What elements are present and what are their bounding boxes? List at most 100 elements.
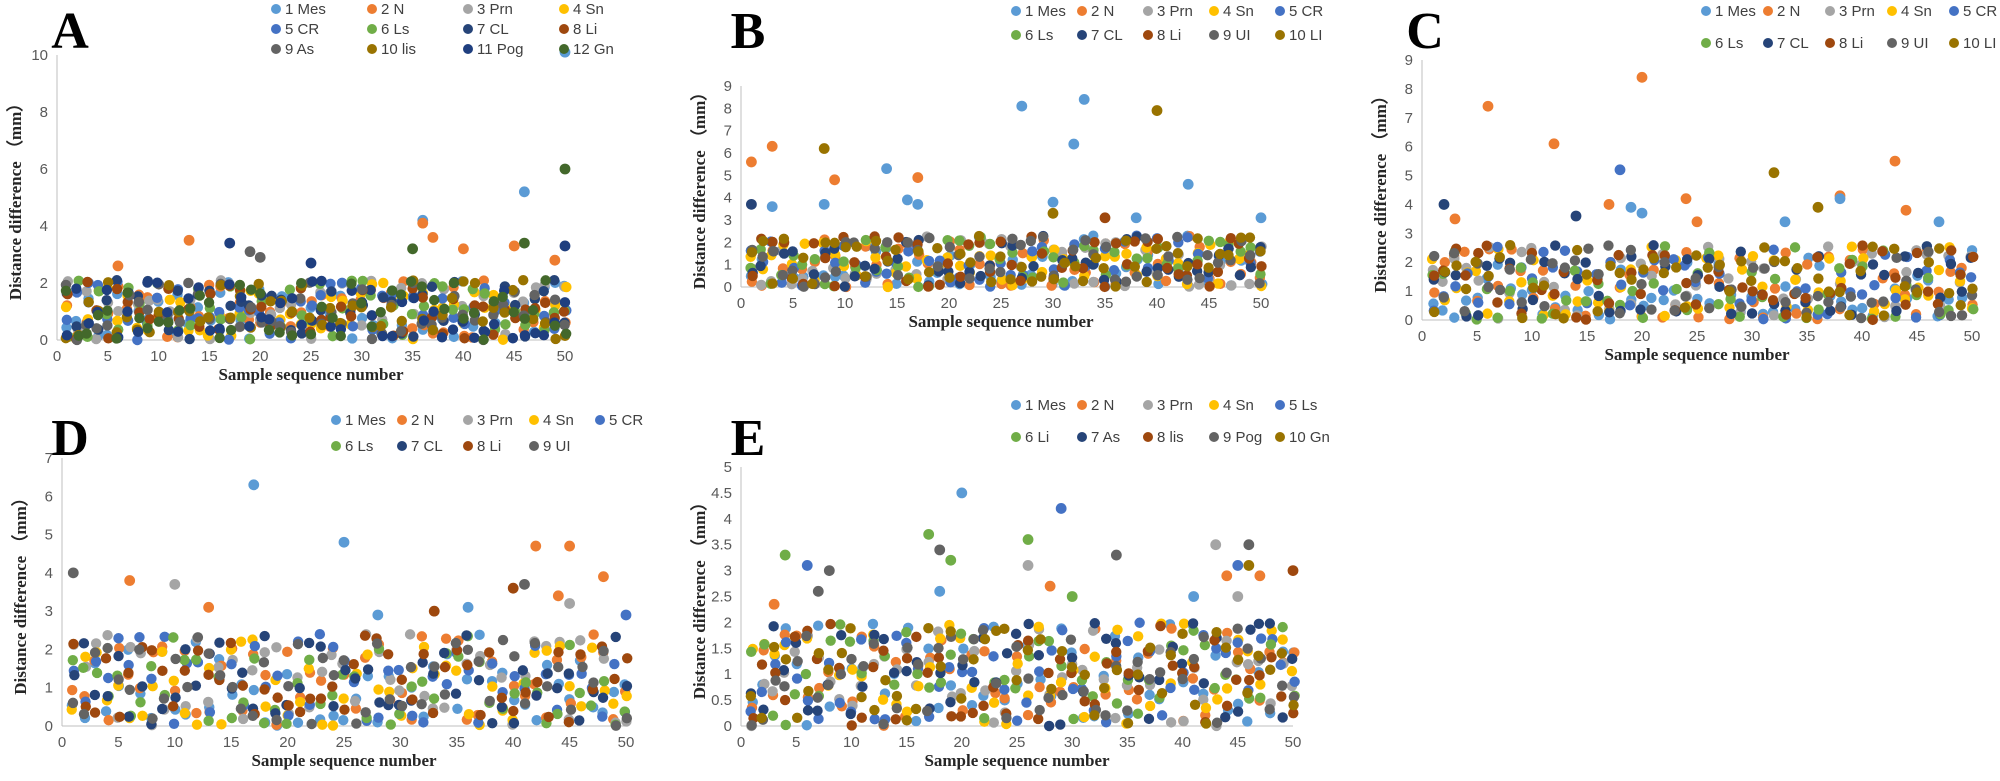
data-point: [245, 284, 257, 295]
data-point: [1010, 683, 1021, 694]
data-point: [1614, 267, 1625, 279]
data-point: [1059, 257, 1070, 269]
data-point: [1037, 231, 1049, 243]
data-point: [452, 703, 463, 714]
data-point: [878, 718, 889, 730]
data-point: [1747, 250, 1759, 262]
data-point: [585, 700, 597, 711]
data-point-outlier: [518, 237, 530, 249]
data-point: [281, 668, 293, 680]
data-point: [371, 638, 383, 649]
data-point: [473, 674, 485, 686]
data-point: [258, 657, 270, 668]
data-point: [529, 289, 540, 301]
data-point: [1866, 297, 1877, 308]
data-point: [969, 645, 980, 657]
y-axis-label: Distance difference （mm）: [1370, 87, 1390, 293]
data-point: [1255, 692, 1266, 704]
data-point: [1078, 686, 1089, 697]
data-point: [1200, 702, 1212, 714]
data-point: [789, 689, 801, 700]
data-point: [1182, 232, 1193, 243]
data-point: [532, 676, 543, 688]
data-point: [213, 662, 224, 673]
data-point: [328, 710, 339, 721]
data-point: [1593, 290, 1604, 302]
data-point: [1043, 692, 1054, 704]
data-point: [461, 630, 472, 641]
data-point: [882, 281, 894, 293]
data-point: [124, 684, 135, 695]
data-point: [1011, 641, 1022, 652]
x-tick-label: 20: [252, 348, 269, 365]
data-point: [1144, 700, 1156, 712]
x-tick-label: 50: [1253, 295, 1270, 312]
data-point-outlier: [1254, 570, 1266, 582]
data-point: [393, 664, 404, 676]
data-point: [316, 301, 327, 313]
data-point: [497, 634, 509, 646]
data-point: [327, 330, 338, 342]
data-point: [111, 275, 123, 286]
legend-label: 4 Sn: [573, 1, 604, 18]
data-point-outlier: [956, 487, 968, 499]
y-tick-label: 3: [1405, 225, 1413, 242]
data-point: [378, 292, 389, 303]
data-point: [1714, 259, 1725, 271]
legend-marker: [331, 441, 341, 451]
data-point: [474, 629, 485, 641]
data-point: [271, 642, 282, 653]
data-point: [1638, 264, 1649, 275]
data-point-outlier: [417, 217, 429, 229]
data-point: [478, 334, 489, 345]
data-point: [776, 277, 787, 288]
data-point: [305, 329, 317, 340]
data-point: [1068, 244, 1079, 255]
data-point: [158, 693, 170, 704]
y-tick-label: 5: [45, 527, 53, 544]
data-point: [1747, 286, 1758, 297]
data-point: [1101, 658, 1113, 669]
x-tick-label: 50: [1964, 328, 1981, 345]
data-point: [880, 675, 891, 686]
data-point: [1120, 276, 1132, 287]
x-tick-label: 5: [114, 734, 122, 751]
data-point: [1198, 694, 1209, 705]
data-point: [1069, 278, 1080, 289]
data-point: [1646, 292, 1657, 304]
data-point: [1516, 297, 1527, 308]
data-point: [807, 278, 818, 290]
data-point: [549, 274, 560, 286]
legend-marker: [1701, 38, 1711, 48]
y-tick-label: 9: [724, 78, 732, 95]
data-point: [1460, 270, 1471, 281]
data-point: [384, 686, 395, 698]
data-point-outlier: [1243, 560, 1255, 571]
data-point: [1141, 276, 1152, 288]
y-tick-label: 7: [1405, 110, 1413, 127]
data-point: [102, 690, 113, 702]
data-point: [779, 694, 791, 706]
data-point: [351, 718, 362, 729]
legend-marker: [331, 415, 341, 425]
data-point: [347, 333, 358, 344]
legend-label: 5 CR: [1963, 3, 1997, 20]
data-point: [170, 653, 181, 665]
data-point: [1460, 283, 1472, 295]
data-point: [1943, 288, 1955, 299]
y-tick-label: 2: [1405, 254, 1413, 271]
x-tick-label: 10: [150, 348, 167, 365]
data-point: [385, 302, 397, 313]
data-point: [1144, 674, 1155, 685]
data-point: [1015, 275, 1026, 287]
data-point: [1101, 633, 1112, 645]
data-point: [1516, 246, 1527, 258]
data-point-outlier: [912, 198, 924, 210]
data-point: [1198, 631, 1209, 643]
y-tick-label: 7: [724, 123, 732, 140]
data-point-outlier: [183, 234, 195, 246]
data-point: [315, 693, 327, 704]
data-point: [366, 321, 377, 332]
data-point: [1635, 304, 1646, 315]
data-point: [1844, 258, 1855, 270]
